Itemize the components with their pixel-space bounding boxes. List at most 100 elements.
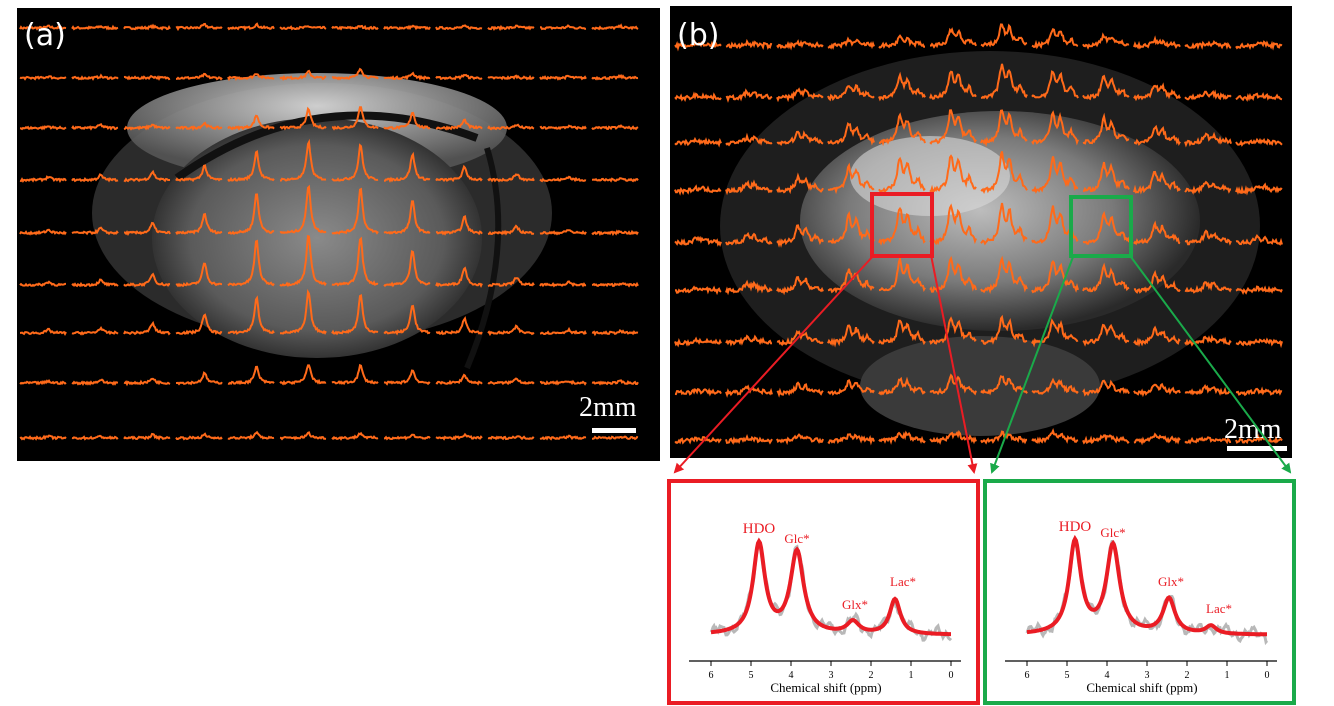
voxel-spectrum (123, 432, 171, 441)
voxel-spectrum (776, 224, 824, 248)
voxel-spectrum (435, 73, 483, 81)
voxel-spectrum (279, 138, 327, 182)
voxel-spectrum (19, 24, 67, 31)
voxel-spectrum (227, 193, 275, 235)
voxel-spectrum (725, 179, 773, 196)
peak-label-hdo: HDO (1059, 519, 1092, 535)
voxel-spectrum (725, 132, 773, 147)
measured-spectrum (709, 540, 953, 642)
voxel-spectrum (175, 121, 223, 131)
voxel-spectrum (827, 379, 875, 396)
voxel-spectrum (384, 151, 431, 183)
voxel-spectrum (878, 156, 926, 194)
roi-box-green (1069, 195, 1133, 258)
voxel-spectrum (1031, 110, 1079, 146)
voxel-spectrum (827, 210, 875, 245)
voxel-spectrum (279, 106, 327, 131)
peak-label-lac: Lac* (890, 574, 916, 589)
voxel-spectrum (71, 123, 119, 131)
voxel-spectrum (175, 432, 223, 441)
inset-green-spectrum: HDO Glc* Glx* Lac* 6 5 4 3 2 1 0 Chemical shift (pp… (983, 479, 1296, 705)
voxel-spectrum (1133, 269, 1181, 294)
peak-label-glc: Glc* (1100, 525, 1125, 540)
voxel-spectrum (20, 327, 67, 337)
voxel-spectrum (1235, 337, 1283, 349)
voxel-spectrum (827, 324, 875, 348)
voxel-spectrum (435, 24, 483, 31)
x-tick-label: 2 (869, 670, 874, 681)
voxel-spectrum (487, 173, 535, 183)
panel-b-label: (b) (677, 18, 720, 53)
voxel-spectrum (1184, 281, 1232, 294)
voxel-spectrum (929, 70, 977, 100)
voxel-spectrum (1133, 170, 1181, 195)
voxel-spectrum (487, 435, 535, 441)
peak-label-glx: Glx* (1158, 574, 1184, 589)
panel-a-scale-bar (592, 428, 636, 433)
voxel-spectrum (331, 106, 379, 131)
voxel-spectrum (175, 164, 223, 183)
red-arrow-left (673, 254, 875, 474)
voxel-spectrum (487, 74, 535, 81)
voxel-spectrum (674, 436, 722, 445)
x-tick-label: 5 (749, 670, 754, 681)
voxel-spectrum (487, 224, 535, 236)
voxel-spectrum (1082, 434, 1130, 445)
voxel-spectrum (1133, 82, 1181, 102)
x-tick-label: 3 (1145, 670, 1150, 681)
voxel-spectrum (827, 433, 875, 446)
voxel-spectrum (878, 319, 926, 346)
voxel-spectrum (929, 203, 977, 246)
voxel-spectrum (1184, 89, 1232, 101)
voxel-spectrum (591, 23, 639, 31)
voxel-spectrum (1235, 433, 1283, 445)
voxel-spectrum (776, 39, 824, 51)
peak-label-hdo: HDO (743, 521, 776, 537)
voxel-spectrum (776, 275, 824, 296)
voxel-spectrum (279, 364, 327, 386)
voxel-spectrum (1235, 182, 1283, 196)
voxel-spectrum (487, 24, 535, 32)
voxel-spectrum (539, 326, 587, 336)
voxel-spectrum (279, 184, 327, 235)
voxel-spectrum (725, 334, 773, 347)
voxel-spectrum (929, 373, 977, 396)
voxel-spectrum (383, 111, 431, 130)
voxel-spectrum (827, 162, 875, 195)
voxel-spectrum (176, 72, 223, 81)
voxel-spectrum (1184, 334, 1232, 347)
voxel-spectrum (591, 73, 639, 81)
voxel-spectrum (331, 431, 379, 441)
voxel-spectrum (19, 434, 67, 441)
voxel-spectrum (980, 63, 1028, 100)
voxel-spectrum (591, 379, 639, 386)
voxel-spectrum (674, 235, 722, 247)
voxel-spectrum (591, 328, 639, 337)
voxel-spectrum (71, 434, 119, 441)
voxel-spectrum (280, 288, 327, 335)
x-tick-label: 4 (789, 670, 794, 681)
voxel-spectrum (878, 255, 926, 293)
x-tick-label: 6 (709, 670, 714, 681)
x-tick-label: 5 (1065, 670, 1070, 681)
voxel-spectrum (539, 74, 587, 81)
voxel-spectrum (674, 136, 722, 148)
voxel-spectrum (175, 22, 223, 32)
voxel-spectrum (776, 130, 824, 147)
voxel-spectrum (487, 123, 535, 131)
panel-a-image (19, 22, 639, 441)
peak-label-lac: Lac* (1206, 601, 1232, 616)
voxel-spectrum (1082, 32, 1130, 50)
voxel-spectrum (591, 229, 639, 237)
voxel-spectrum (1083, 161, 1130, 193)
voxel-spectrum (383, 369, 431, 386)
voxel-spectrum (175, 313, 223, 336)
voxel-spectrum (1133, 432, 1181, 446)
voxel-spectrum (878, 71, 926, 102)
voxel-spectrum (1031, 260, 1079, 294)
voxel-spectrum (878, 206, 926, 246)
voxel-spectrum (71, 24, 119, 31)
voxel-spectrum (279, 431, 327, 441)
voxel-spectrum (540, 24, 587, 31)
voxel-spectrum (725, 384, 773, 398)
